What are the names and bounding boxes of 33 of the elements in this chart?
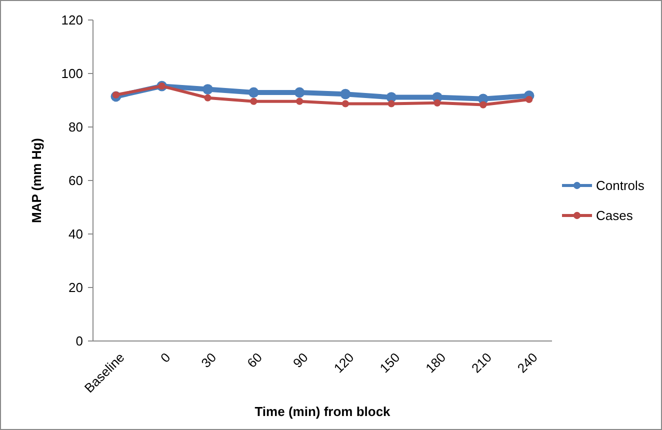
x-tick-label: 30: [198, 350, 220, 371]
y-tick-label: 20: [68, 280, 83, 296]
point: [342, 100, 350, 108]
y-tick-label: 60: [68, 173, 83, 188]
point: [340, 88, 351, 100]
y-tick-label: 40: [68, 226, 83, 242]
legend-label: Controls: [596, 178, 645, 194]
x-tick-label: 120: [330, 350, 357, 376]
y-tick-label: 0: [76, 334, 83, 349]
point: [202, 84, 213, 94]
y-tick-label: 100: [61, 66, 83, 82]
x-tick-label: 150: [376, 350, 403, 376]
point: [250, 98, 258, 105]
x-tick-label: 210: [468, 350, 494, 376]
point: [248, 87, 259, 98]
x-tick-label: 0: [157, 350, 174, 366]
point: [480, 101, 487, 108]
point: [294, 87, 305, 98]
x-tick-label: 180: [422, 350, 449, 376]
y-axis-title: MAP (mm Hg): [29, 138, 44, 223]
y-tick-label: 120: [61, 12, 83, 28]
point: [296, 98, 304, 105]
point: [388, 100, 395, 108]
point: [204, 94, 212, 102]
x-axis-title: Time (min) from block: [254, 404, 392, 419]
x-tick-label: 60: [244, 350, 265, 371]
point: [434, 99, 441, 106]
point: [525, 96, 533, 104]
legend-label: Cases: [596, 208, 634, 224]
point: [112, 91, 120, 98]
x-tick-label: 240: [514, 350, 540, 376]
x-tick-label: 90: [290, 350, 311, 371]
y-tick-label: 80: [68, 120, 83, 135]
